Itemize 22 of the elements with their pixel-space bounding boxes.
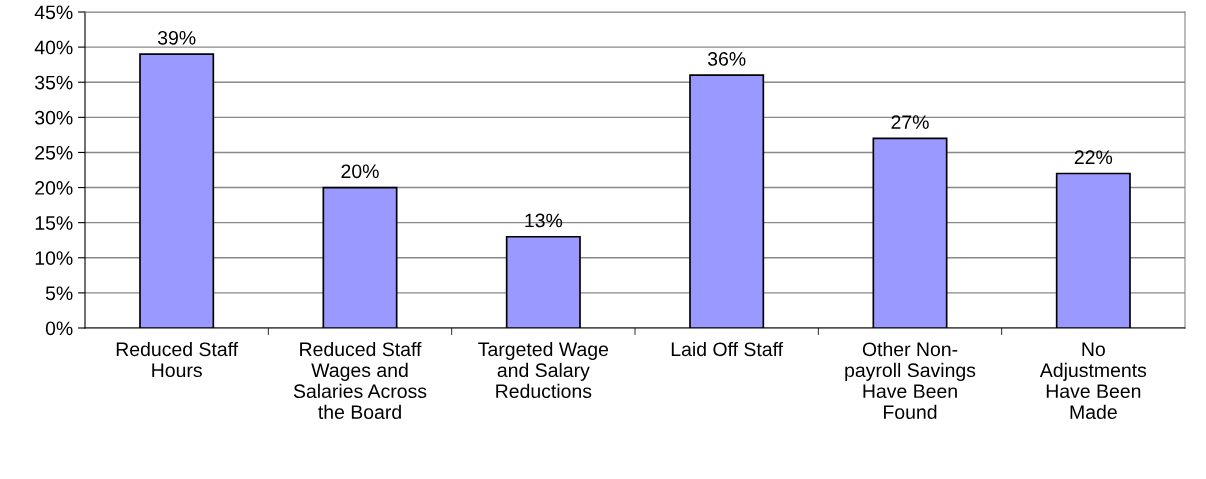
x-tick-label: No Adjustments Have Been Made (1039, 342, 1147, 419)
y-tick-label: 10% (35, 251, 73, 266)
data-label: 22% (1074, 150, 1113, 165)
data-label: 13% (525, 213, 563, 228)
y-tick-label: 25% (35, 145, 73, 160)
y-tick-label: 5% (45, 286, 73, 301)
y-tick-label: 35% (35, 75, 73, 90)
y-tick-label: 0% (45, 321, 73, 336)
y-tick-label: 40% (34, 40, 73, 55)
y-tick-label: 20% (35, 181, 73, 195)
data-label: 39% (157, 30, 196, 45)
y-tick-label: 45% (34, 5, 73, 20)
y-tick-label: 30% (35, 110, 73, 125)
x-tick-label: Targeted Wage and Salary Reductions (478, 341, 609, 399)
x-tick-label: Reduced Staff Hours (116, 341, 239, 378)
x-tick-label: Reduced Staff Wages and Salaries Across the Board (293, 341, 427, 419)
data-label: 36% (707, 52, 746, 66)
x-tick-label: Other Non- payroll Savings Have Been Found (845, 341, 976, 419)
y-tick-label: 15% (35, 216, 73, 230)
x-tick-label: Laid Off Staff (671, 341, 784, 357)
data-label: 27% (891, 115, 929, 129)
data-label: 20% (341, 164, 379, 179)
